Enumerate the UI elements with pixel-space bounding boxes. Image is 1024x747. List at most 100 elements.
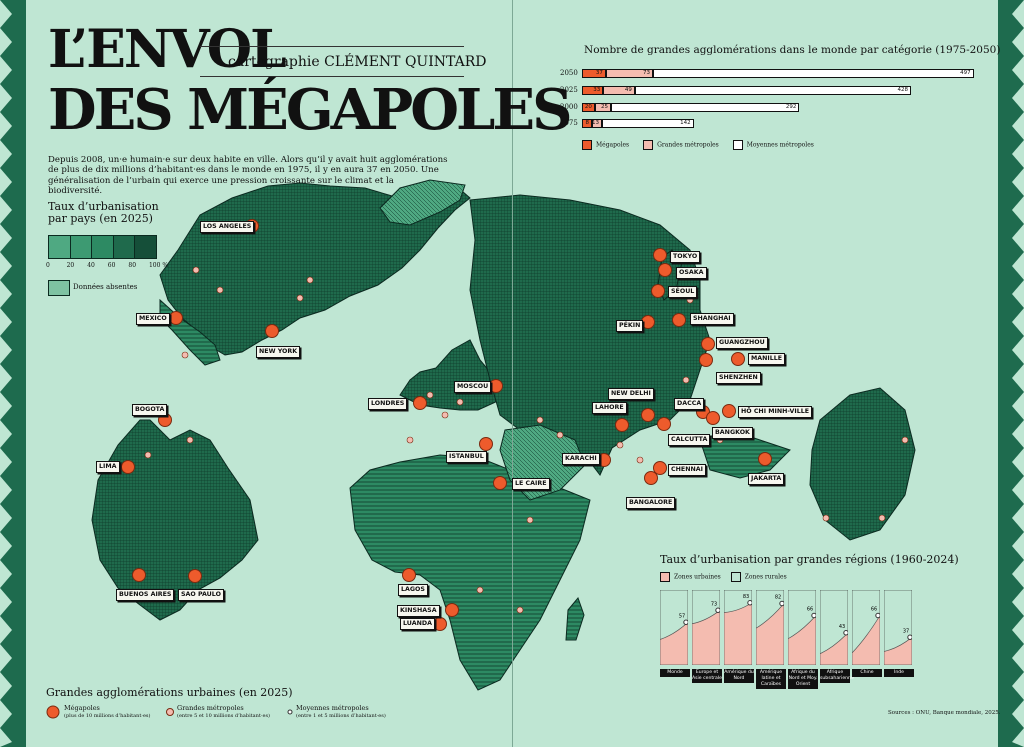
greenland [379,179,466,226]
city-label-ho-chi-minh: HÔ CHI MINH-VILLE [738,406,813,418]
megapole-dot-new-york [265,324,279,338]
region-end-point [875,612,880,619]
city-label-guangzhou: GUANGZHOU [716,337,768,349]
region-end-point [843,630,848,636]
region-end-label: 66 [871,607,877,613]
source-note: Sources : ONU, Banque mondiale, 2025. [888,710,1001,716]
megapole-dot-lahore [615,418,629,432]
title-line-2: DES MÉGAPOLES [48,77,573,143]
city-label-sao-paulo: SAO PAULO [178,589,224,601]
region-end-point [747,600,752,606]
megapole-dot-luanda [433,617,447,631]
agglo-bar-year: 1975 [560,119,578,127]
city-label-shanghai: SHANGHAI [690,313,734,325]
region-name-label: Monde [660,669,690,677]
right-zigzag-border [998,0,1024,747]
city-label-pekin: PÉKIN [616,320,644,332]
urban-rate-scale [48,235,157,259]
agglo-bar-year: 2050 [560,69,578,77]
metro-dots [144,266,909,614]
megapole-dot-osaka [658,263,672,277]
city-label-le-caire: LE CAIRE [512,478,550,490]
region-chart-panel: 66 [788,590,816,665]
city-label-dacca: DACCA [674,398,705,410]
agglo-bar-2025: 2025 33 49 428 [560,85,912,95]
megapole-dot-shenzhen [699,353,713,367]
region-end-label: 73 [711,601,717,607]
page-gutter [512,0,513,747]
city-label-bogota: BOGOTA [132,404,168,416]
region-name-label: Amérique latine et Caraïbes [756,669,786,689]
region-name-label: Amérique du Nord [724,669,754,683]
agglo-bar-2000: 2000 20 25 292 [560,102,800,112]
agglo-bar-2050: 2050 37 73 497 [560,68,974,78]
city-label-shenzhen: SHENZHEN [716,372,761,384]
title-rule-bottom [200,76,464,77]
megapole-dot-new-delhi [641,408,655,422]
agglo-bar-segment-gra: 49 [603,85,635,95]
megapole-dot-pekin [641,315,655,329]
city-label-istanbul: ISTANBUL [446,451,487,463]
city-label-calcutta: CALCUTTA [668,434,711,446]
agglo-bar-segment-gra: 73 [605,68,653,78]
megapole-dot-ho-chi-minh [722,404,736,418]
city-label-mexico: MEXICO [136,313,170,325]
megapole-dot-sao-paulo [188,569,202,583]
megapole-dot-lagos [402,568,416,582]
credit: cartographie CLÉMENT QUINTARD [228,54,487,70]
megapole-dot-calcutta [657,417,671,431]
megapole-dot-lima [121,460,135,474]
region-chart-title: Taux d’urbanisation par grandes régions … [660,553,959,566]
region-chart-legend: Zones urbaines Zones rurales [660,572,787,582]
urban-rate-ticks: 0 20 40 60 80 100 % [46,262,169,269]
city-label-kinshasa: KINSHASA [397,605,440,617]
megapole-dot-mexico [169,311,183,325]
city-label-lima: LIMA [96,461,120,473]
absent-label: Données absentes [73,283,138,291]
region-chart-panel: 82 [756,590,784,665]
agglo-bar-segment-gra: 13 [592,118,602,128]
grande-legend-dot [166,708,174,716]
absent-swatch [48,280,70,296]
city-label-lahore: LAHORE [592,402,627,414]
madagascar [565,597,585,641]
megapole-dot-chennai [653,461,667,475]
moyenne-legend-dot [287,709,293,715]
agglo-bar-segment-moy: 292 [611,102,800,112]
agglo-bar-segment-meg: 37 [582,68,606,78]
city-label-seoul: SÉOUL [668,286,698,298]
city-label-osaka: OSAKA [676,267,707,279]
region-chart-panel: 43 [820,590,848,665]
megapole-dot-londres [413,396,427,410]
city-label-los-angeles: LOS ANGELES [200,221,255,233]
megapole-legend-dot [46,705,60,719]
megapole-dot-tokyo [653,248,667,262]
city-label-londres: LONDRES [368,398,408,410]
megapole-dot-seoul [651,284,665,298]
city-label-bangalore: BANGALORE [626,497,676,509]
megapole-dot-jakarta [758,452,772,466]
region-end-label: 82 [775,595,781,601]
legend-megapoles: Mégapoles (plus de 10 millions d’habitant… [64,704,151,719]
agglo-bar-segment-moy: 428 [634,85,912,95]
intro-text: Depuis 2008, un·e humain·e sur deux habi… [48,155,448,197]
city-label-buenos-aires: BUENOS AIRES [116,589,175,601]
region-urban-area [724,602,752,665]
agglo-bar-year: 2000 [560,103,578,111]
australia [809,387,916,541]
region-name-label: Inde [884,669,914,677]
agglo-bar-segment-gra: 25 [594,102,612,112]
region-end-label: 37 [903,628,909,634]
megapole-dot-kinshasa [445,603,459,617]
region-name-label: Europe et Asie centrale [692,669,722,683]
title-rule-top [200,46,464,47]
region-end-point [811,612,816,619]
city-label-luanda: LUANDA [400,618,435,630]
agglo-bar-segment-meg: 20 [582,102,595,112]
region-chart-panel: 73 [692,590,720,665]
agglo-bar-1975: 1975 8 13 142 [560,118,694,128]
city-label-moscou: MOSCOU [454,381,492,393]
region-end-point [715,607,720,613]
agglo-bar-segment-moy: 142 [602,118,694,128]
